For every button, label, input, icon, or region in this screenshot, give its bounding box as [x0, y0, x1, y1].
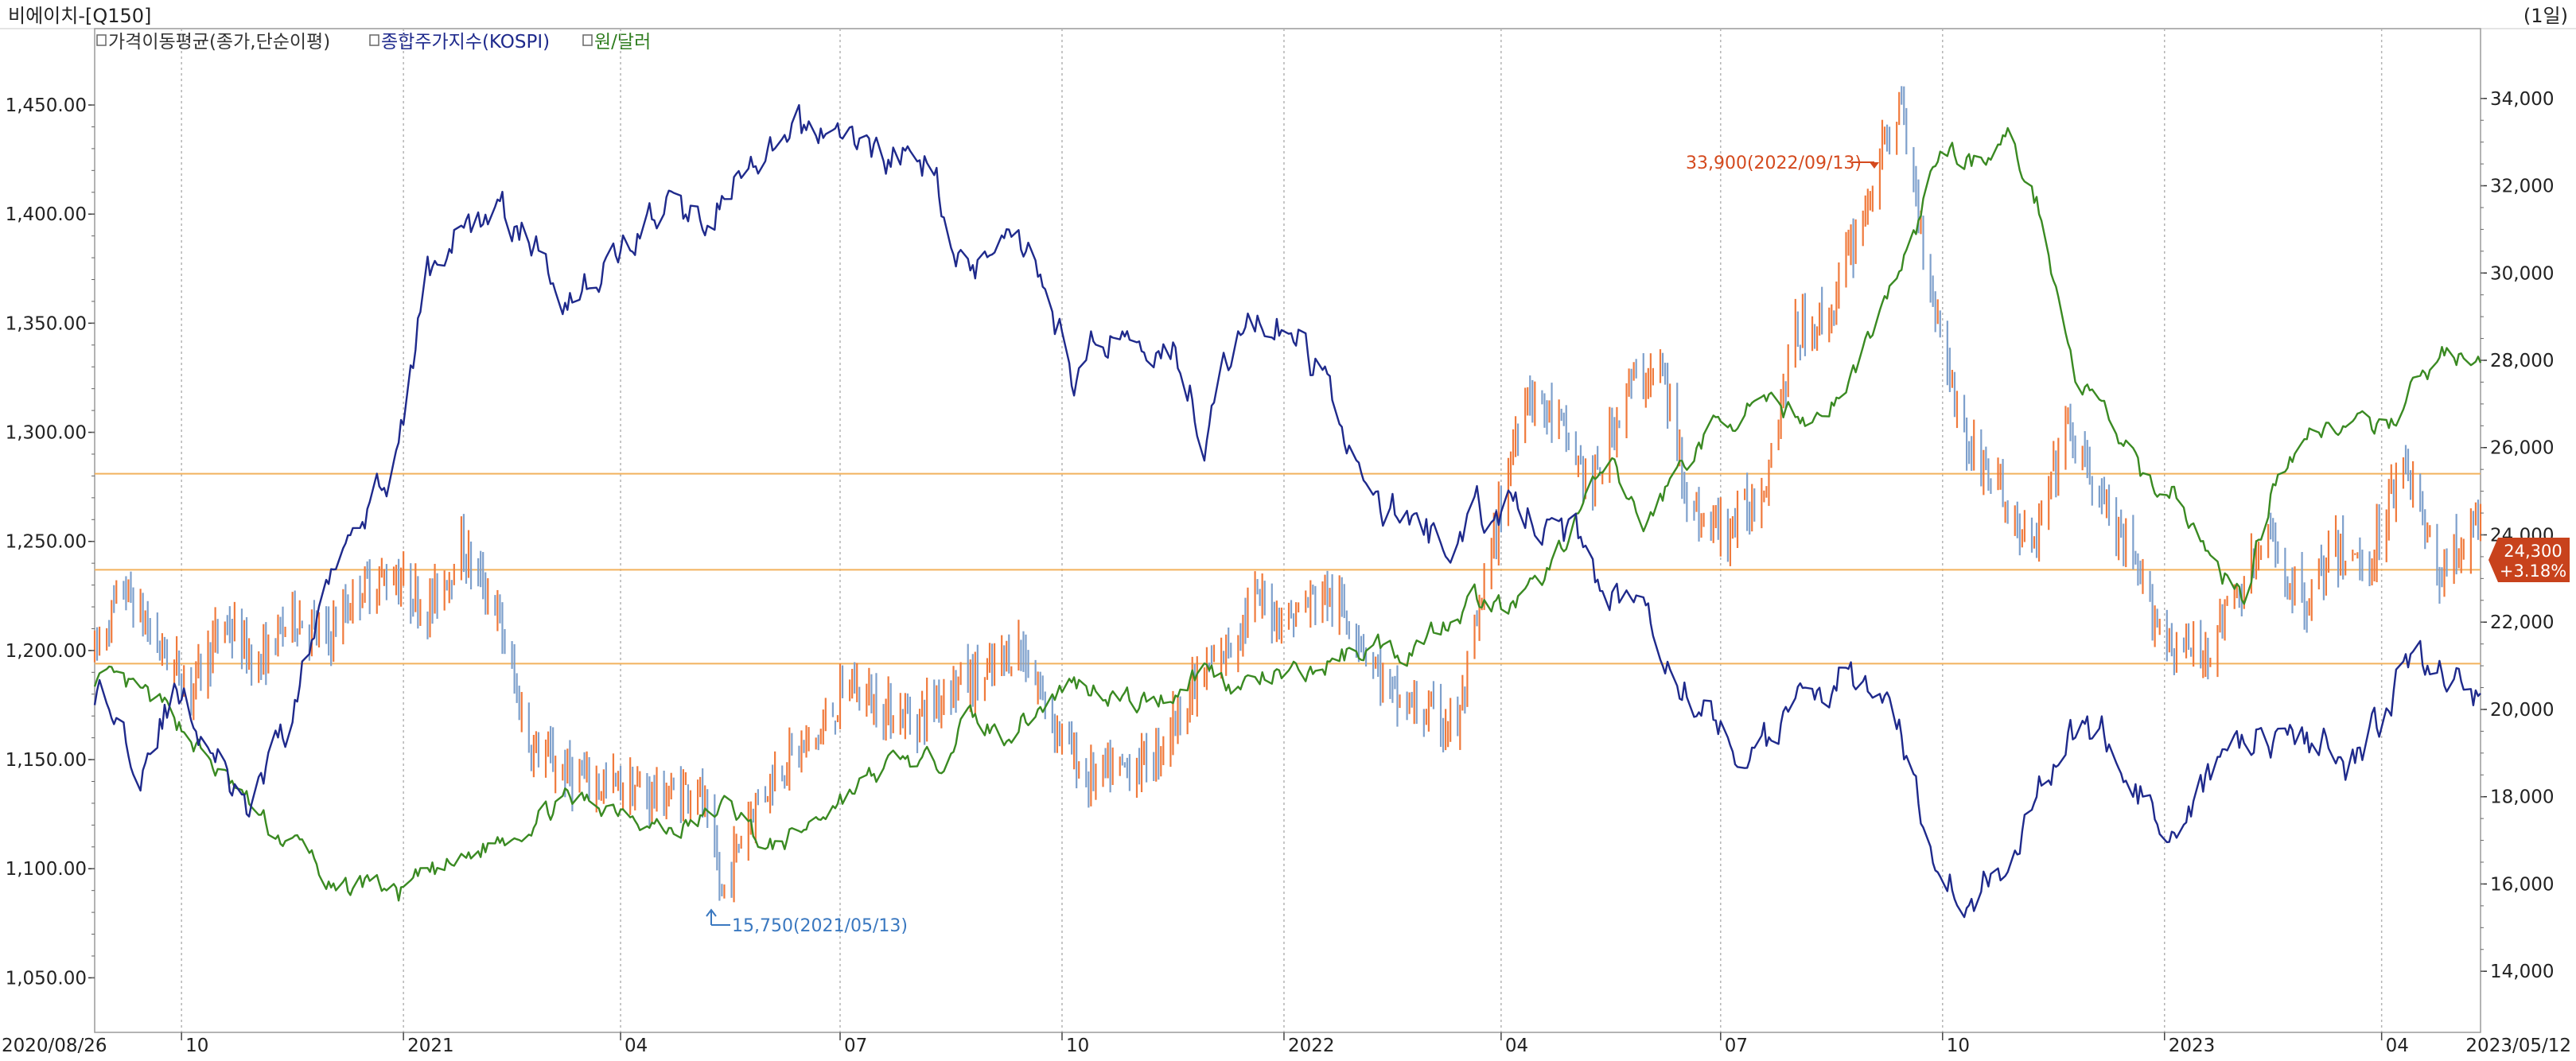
period-label: (1일) [2523, 5, 2568, 27]
left-tick-label: 1,350.00 [6, 313, 87, 334]
left-axis: 1,450.00 1,400.00 1,350.00 1,300.00 1,250.00… [6, 95, 95, 989]
x-tick-label: 04 [2386, 1036, 2409, 1056]
legend-item-ma: 가격이동평균(종가,단순이평) [108, 32, 330, 52]
right-axis: 34,00032,00030,00028,00026,00024,00022,0… [2481, 89, 2554, 982]
current-price-badge: 24,300 +3.18% [2488, 538, 2570, 582]
legend-item-usd: 원/달러 [594, 32, 651, 52]
current-price-value: 24,300 [2504, 542, 2562, 561]
right-tick-label: 32,000 [2490, 177, 2554, 197]
x-tick-label: 2020/08/26 [2, 1036, 107, 1056]
x-tick-label: 07 [1725, 1036, 1748, 1056]
left-tick-label: 1,050.00 [6, 968, 87, 989]
right-tick-label: 16,000 [2490, 874, 2554, 895]
high-annotation: 33,900(2022/09/13) [1686, 154, 1879, 173]
left-tick-label: 1,100.00 [6, 859, 87, 880]
left-tick-label: 1,400.00 [6, 204, 87, 225]
x-tick-label: 04 [1505, 1036, 1528, 1056]
left-tick-label: 1,300.00 [6, 423, 87, 444]
x-tick-label: 2021 [407, 1036, 454, 1056]
usd-krw-line [93, 126, 2482, 902]
low-annotation: 15,750(2021/05/13) [706, 908, 908, 936]
x-tick-label: 04 [625, 1036, 648, 1056]
right-tick-label: 34,000 [2490, 89, 2554, 110]
left-tick-label: 1,450.00 [6, 95, 87, 116]
right-tick-label: 28,000 [2490, 351, 2554, 371]
kospi-line [93, 103, 2481, 919]
x-axis: 2020/08/26 10 2021 04 07 10 2022 04 07 10 2023 04 20… [2, 1032, 2571, 1056]
x-tick-label: 2022 [1288, 1036, 1335, 1056]
left-tick-label: 1,150.00 [6, 750, 87, 771]
right-tick-label: 30,000 [2490, 263, 2554, 284]
x-tick-label: 10 [1066, 1036, 1089, 1056]
left-tick-label: 1,250.00 [6, 532, 87, 553]
x-tick-label: 2023 [2169, 1036, 2216, 1056]
right-tick-label: 18,000 [2490, 787, 2554, 808]
legend: 가격이동평균(종가,단순이평) 종합주가지수(KOSPI) 원/달러 [96, 32, 651, 52]
legend-item-kospi: 종합주가지수(KOSPI) [381, 32, 550, 52]
x-tick-label: 07 [844, 1036, 867, 1056]
low-annotation-label: 15,750(2021/05/13) [732, 916, 908, 936]
grid [181, 29, 2383, 1032]
right-tick-label: 20,000 [2490, 700, 2554, 721]
reference-lines [95, 472, 2481, 665]
high-annotation-label: 33,900(2022/09/13) [1686, 154, 1862, 173]
x-tick-label: 2023/05/12 [2465, 1036, 2571, 1056]
right-tick-label: 14,000 [2490, 962, 2554, 982]
x-tick-label: 10 [185, 1036, 208, 1056]
right-tick-label: 22,000 [2490, 612, 2554, 633]
x-tick-label: 10 [1947, 1036, 1970, 1056]
chart-title: 비에이치-[Q150] [8, 5, 151, 27]
series-lines [93, 103, 2482, 919]
right-tick-label: 26,000 [2490, 438, 2554, 459]
price-bars [93, 86, 2482, 903]
left-tick-label: 1,200.00 [6, 641, 87, 662]
current-price-change: +3.18% [2500, 562, 2566, 581]
